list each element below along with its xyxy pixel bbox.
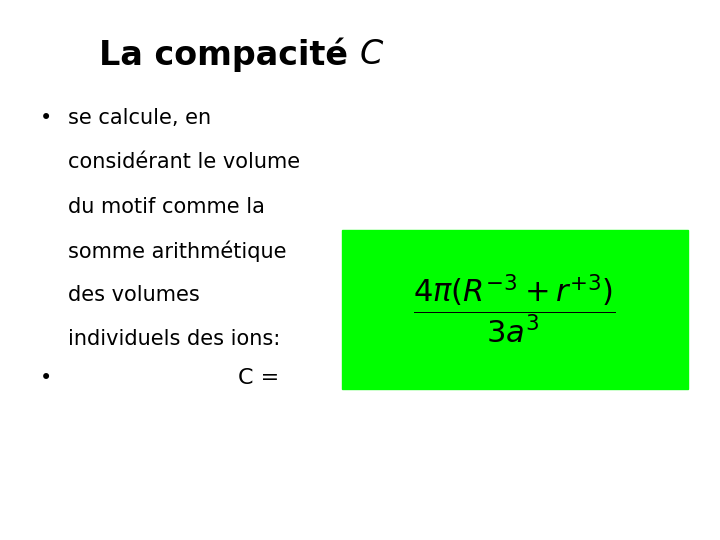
Text: La compacité: La compacité <box>99 38 360 72</box>
Text: •: • <box>40 368 52 388</box>
Text: somme arithmétique: somme arithmétique <box>68 241 287 262</box>
Text: $\dfrac{4\pi\left(R^{-3}+r^{+3}\right)}{3a^{3}}$: $\dfrac{4\pi\left(R^{-3}+r^{+3}\right)}{… <box>413 273 616 346</box>
Text: se calcule, en: se calcule, en <box>68 108 212 128</box>
FancyBboxPatch shape <box>342 230 688 389</box>
Text: •: • <box>40 108 52 128</box>
Text: C =: C = <box>238 368 279 388</box>
Text: considérant le volume: considérant le volume <box>68 152 300 172</box>
Text: C: C <box>360 38 383 71</box>
Text: individuels des ions:: individuels des ions: <box>68 329 281 349</box>
Text: du motif comme la: du motif comme la <box>68 197 265 217</box>
Text: des volumes: des volumes <box>68 285 200 305</box>
